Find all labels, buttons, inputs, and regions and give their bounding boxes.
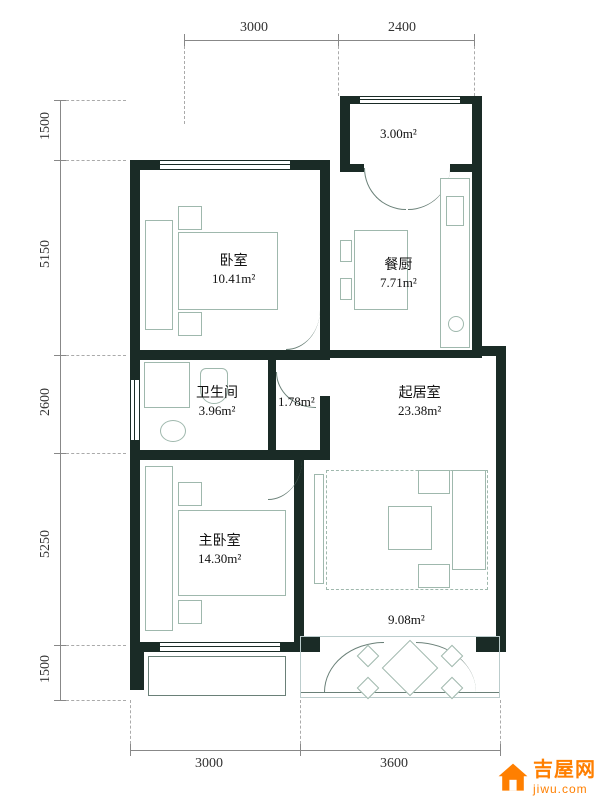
dim-ext (66, 645, 126, 646)
dim-ext (66, 453, 126, 454)
wall (472, 164, 482, 350)
armchair (418, 564, 450, 588)
dim-ext (338, 46, 339, 96)
dim-line-top (184, 40, 474, 41)
dim-tick (338, 34, 339, 46)
area-text: 7.71m² (380, 275, 417, 291)
dim-tick (54, 160, 66, 161)
wall (130, 350, 328, 360)
window (130, 380, 140, 440)
dim-tick (474, 34, 475, 46)
label-living: 起居室 23.38m² (398, 386, 441, 418)
window (160, 160, 290, 170)
dim-left-4: 5250 (38, 530, 54, 558)
dim-top-2: 2400 (388, 20, 416, 36)
armchair (418, 470, 450, 494)
nightstand (178, 482, 202, 506)
wall (268, 355, 276, 455)
dim-ext (130, 700, 131, 744)
sofa (452, 470, 486, 570)
nightstand (178, 206, 202, 230)
dim-tick (54, 645, 66, 646)
dim-ext (500, 700, 501, 744)
label-hall: 1.78m² (278, 394, 315, 410)
room-name: 起居室 (398, 386, 441, 403)
dim-tick (300, 744, 301, 756)
dim-left-3: 2600 (38, 388, 54, 416)
area-text: 10.41m² (212, 271, 255, 287)
wall (130, 650, 144, 690)
balcony-rail (148, 656, 286, 696)
wall (340, 164, 364, 172)
shower (144, 362, 190, 408)
dim-ext (66, 355, 126, 356)
room-name: 卧室 (212, 254, 255, 271)
dim-line-bottom (130, 750, 500, 751)
tv-unit (314, 474, 324, 584)
area-text: 23.38m² (398, 403, 441, 419)
nightstand (178, 312, 202, 336)
room-name: 餐厨 (380, 258, 417, 275)
house-icon (495, 760, 531, 796)
chair (340, 240, 352, 262)
dim-ext (66, 700, 126, 701)
dim-ext (300, 700, 301, 744)
stove (446, 196, 464, 226)
label-balcony-top: 3.00m² (380, 126, 417, 142)
dim-ext (66, 160, 126, 161)
window (160, 642, 280, 652)
watermark-en: jiwu.com (533, 782, 596, 796)
dim-tick (54, 355, 66, 356)
area-text: 9.08m² (388, 612, 425, 628)
watermark: 吉屋网 jiwu.com (495, 753, 596, 796)
area-text: 3.00m² (380, 126, 417, 142)
window (360, 96, 460, 104)
dim-ext (474, 46, 475, 96)
dim-left-2: 5150 (38, 240, 54, 268)
sink (448, 316, 464, 332)
floor-plan: 3000 2400 1500 5150 2600 5250 1500 3000 … (0, 0, 600, 800)
dim-ext (66, 100, 126, 101)
label-dining: 餐厨 7.71m² (380, 258, 417, 290)
label-master: 主卧室 14.30m² (198, 534, 241, 566)
dim-tick (54, 100, 66, 101)
label-bathroom: 卫生间 3.96m² (196, 386, 238, 418)
dim-top-1: 3000 (240, 20, 268, 36)
label-balcony-bottom: 9.08m² (388, 612, 425, 628)
coffee-table (388, 506, 432, 550)
chair (340, 278, 352, 300)
wall (320, 396, 330, 460)
wardrobe (145, 466, 173, 631)
wall (496, 346, 506, 642)
dim-bottom-2: 3600 (380, 756, 408, 772)
dim-tick (184, 34, 185, 46)
dim-tick (54, 700, 66, 701)
nightstand (178, 600, 202, 624)
room-name: 主卧室 (198, 534, 241, 551)
area-text: 14.30m² (198, 551, 241, 567)
wall (328, 350, 482, 358)
door-arc (364, 168, 406, 210)
dim-tick (130, 744, 131, 756)
dim-left-5: 1500 (38, 655, 54, 683)
basin (160, 420, 186, 442)
dim-tick (54, 453, 66, 454)
label-bedroom: 卧室 10.41m² (212, 254, 255, 286)
wall (340, 96, 350, 170)
watermark-cn: 吉屋网 (533, 753, 596, 782)
wall (472, 96, 482, 170)
area-text: 1.78m² (278, 394, 315, 410)
dim-ext (184, 46, 185, 124)
dim-left-1: 1500 (38, 112, 54, 140)
wardrobe (145, 220, 173, 330)
dim-line-left (60, 100, 61, 700)
room-name: 卫生间 (196, 386, 238, 403)
wall (320, 160, 330, 360)
area-text: 3.96m² (196, 403, 238, 419)
dim-bottom-1: 3000 (195, 756, 223, 772)
door-arc (286, 310, 320, 350)
